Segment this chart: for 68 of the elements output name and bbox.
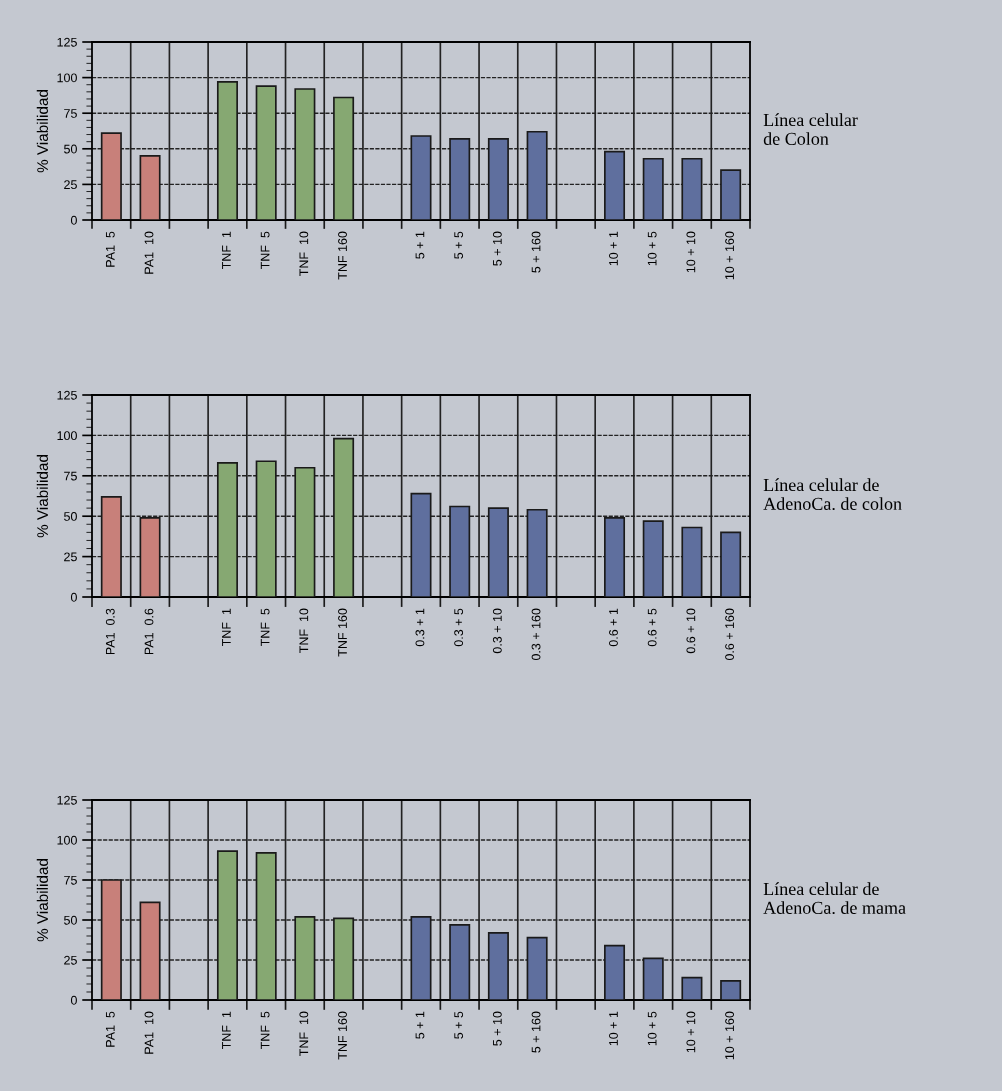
x-tick-label: TNF 160 <box>338 1011 347 1060</box>
x-tick-label: 0.6 + 160 <box>725 608 734 661</box>
x-tick-label: 5 + 160 <box>531 231 541 273</box>
x-tick-label: 5 + 5 <box>454 231 464 259</box>
y-tick-label: 0 <box>70 215 77 225</box>
y-tick-label: 75 <box>64 109 77 118</box>
text: Línea celular de AdenoCa. de colon <box>763 478 902 511</box>
x-tick-label: 0.3 + 5 <box>454 608 464 647</box>
x-tick-label: 10 + 10 <box>686 231 696 273</box>
bar <box>720 979 742 1000</box>
y-tick-label: 125 <box>57 795 77 805</box>
y-tick-label: 0 <box>70 995 77 1005</box>
y-tick-label: 50 <box>64 144 77 154</box>
text: Línea celular de AdenoCa. de mama <box>763 882 906 915</box>
x-tick-label: TNF 5 <box>260 1011 270 1050</box>
x-tick-label: PA1 5 <box>105 231 115 267</box>
x-tick-label: PA1 10 <box>144 1011 154 1054</box>
x-tick-label: TNF 10 <box>299 1011 309 1056</box>
x-tick-label: 5 + 5 <box>454 1011 464 1039</box>
x-tick-label: 10 + 160 <box>725 1011 734 1060</box>
x-tick-label: 10 + 1 <box>609 231 618 266</box>
bar <box>681 976 703 1000</box>
y-tick-label: 75 <box>64 471 77 481</box>
x-tick-label: 5 + 1 <box>415 1011 425 1039</box>
y-axis-title: % Viabilidad <box>36 455 48 538</box>
y-axis-title: % Viabilidad <box>36 90 48 173</box>
x-tick-label: 10 + 5 <box>647 1011 657 1046</box>
x-tick-label: TNF 10 <box>299 231 309 276</box>
x-tick-label: 0.6 + 5 <box>647 608 657 647</box>
x-tick-label: 5 + 160 <box>531 1011 541 1053</box>
y-tick-label: 25 <box>64 552 77 562</box>
x-tick-label: 0.3 + 1 <box>415 608 425 647</box>
text: Línea celular de Colon <box>763 113 858 145</box>
x-tick-label: TNF 160 <box>338 231 347 280</box>
x-tick-label: TNF 1 <box>222 1011 231 1050</box>
x-tick-label: 0.6 + 1 <box>609 608 618 647</box>
y-tick-label: 125 <box>57 390 77 400</box>
y-axis-title: % Viabilidad <box>36 859 48 942</box>
x-tick-label: PA1 5 <box>105 1011 115 1047</box>
y-tick-label: 100 <box>57 835 77 845</box>
x-tick-label: 0.6 + 10 <box>686 608 696 654</box>
x-tick-label: 0.3 + 160 <box>531 608 541 661</box>
y-tick-label: 100 <box>57 431 77 441</box>
x-tick-label: 5 + 10 <box>492 231 502 266</box>
y-tick-label: 50 <box>64 512 77 521</box>
x-tick-label: TNF 1 <box>222 231 231 270</box>
x-tick-label: TNF 5 <box>260 608 270 647</box>
x-tick-label: 0.3 + 10 <box>492 608 502 654</box>
x-tick-label: PA1 0.6 <box>144 608 154 655</box>
x-tick-label: TNF 160 <box>338 608 347 657</box>
x-tick-label: 5 + 10 <box>492 1011 502 1046</box>
x-tick-label: 10 + 5 <box>647 231 657 266</box>
y-tick-label: 125 <box>57 37 77 47</box>
x-tick-label: 10 + 160 <box>725 231 734 280</box>
x-tick-label: PA1 0.3 <box>105 608 115 655</box>
x-tick-label: 10 + 1 <box>609 1011 618 1046</box>
x-tick-label: PA1 10 <box>144 231 154 274</box>
x-tick-label: TNF 1 <box>222 608 231 647</box>
x-tick-label: TNF 5 <box>260 231 270 270</box>
x-tick-label: TNF 10 <box>299 608 309 653</box>
y-tick-label: 100 <box>57 73 77 83</box>
y-tick-label: 0 <box>70 592 77 602</box>
y-tick-label: 25 <box>64 180 77 190</box>
x-tick-label: 10 + 10 <box>686 1011 696 1053</box>
y-tick-label: 25 <box>64 955 77 965</box>
y-tick-label: 75 <box>64 875 77 885</box>
x-tick-label: 5 + 1 <box>415 231 425 259</box>
y-tick-label: 50 <box>64 915 77 925</box>
